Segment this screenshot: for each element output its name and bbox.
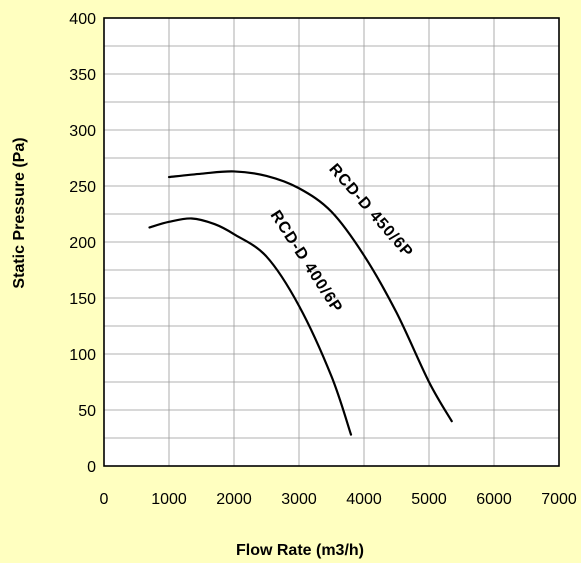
x-axis-title: Flow Rate (m3/h) bbox=[236, 542, 364, 559]
x-tick-label: 4000 bbox=[346, 491, 382, 508]
series-line bbox=[148, 217, 353, 436]
x-tick-labels: 0 1000 2000 3000 4000 5000 6000 7000 bbox=[100, 491, 577, 508]
y-axis-title: Static Pressure (Pa) bbox=[11, 137, 28, 288]
minor-gridlines bbox=[104, 45, 559, 439]
y-tick-label: 150 bbox=[69, 291, 96, 308]
y-tick-label: 50 bbox=[78, 403, 96, 420]
x-tick-label: 3000 bbox=[281, 491, 317, 508]
y-tick-label: 350 bbox=[69, 67, 96, 84]
series-layer bbox=[148, 170, 453, 436]
x-tick-label: 2000 bbox=[216, 491, 252, 508]
y-tick-label: 100 bbox=[69, 347, 96, 364]
y-tick-label: 0 bbox=[87, 459, 96, 476]
major-gridlines bbox=[104, 18, 559, 466]
x-tick-label: 1000 bbox=[151, 491, 187, 508]
y-tick-label: 300 bbox=[69, 123, 96, 140]
x-tick-label: 5000 bbox=[411, 491, 447, 508]
x-tick-label: 0 bbox=[100, 491, 109, 508]
plot-frame bbox=[103, 17, 560, 467]
series-line bbox=[167, 170, 453, 423]
y-tick-labels: 0 50 100 150 200 250 300 350 400 bbox=[69, 11, 96, 476]
y-tick-label: 200 bbox=[69, 235, 96, 252]
y-tick-label: 400 bbox=[69, 11, 96, 28]
y-tick-label: 250 bbox=[69, 179, 96, 196]
x-tick-label: 7000 bbox=[541, 491, 577, 508]
x-tick-label: 6000 bbox=[476, 491, 512, 508]
